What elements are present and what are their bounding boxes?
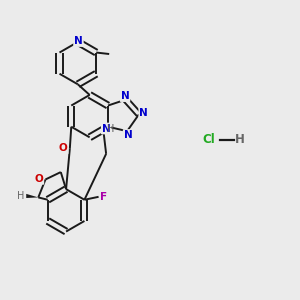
Text: F: F — [100, 192, 107, 202]
Text: Cl: Cl — [202, 133, 215, 146]
Polygon shape — [26, 194, 38, 198]
Text: H: H — [17, 191, 24, 201]
Text: O: O — [34, 174, 43, 184]
Text: N: N — [124, 130, 132, 140]
Text: O: O — [59, 143, 68, 153]
Text: N: N — [139, 109, 148, 118]
Text: N: N — [121, 91, 130, 101]
Text: N: N — [74, 36, 83, 46]
Text: H: H — [235, 133, 245, 146]
Text: N: N — [102, 124, 110, 134]
Text: H: H — [106, 124, 114, 134]
